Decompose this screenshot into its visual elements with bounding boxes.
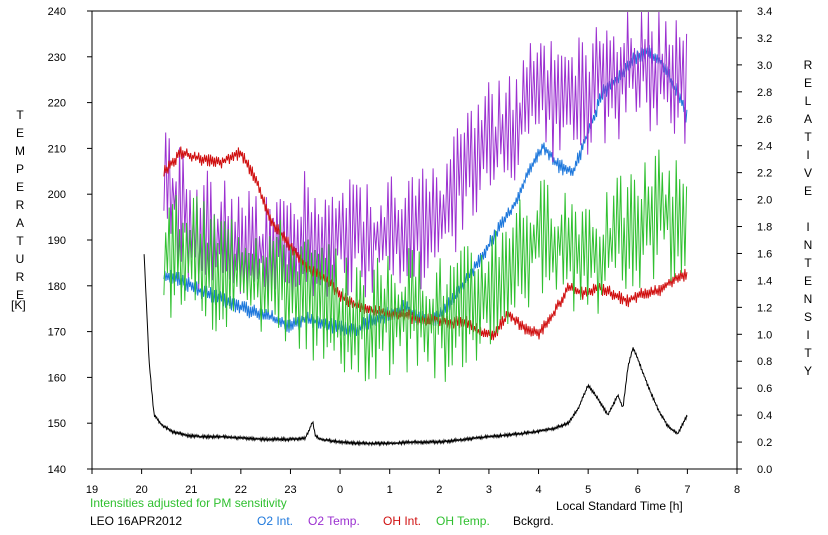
right-axis-title-letter: E [803, 184, 812, 198]
right-tick-label: 1.2 [757, 302, 772, 314]
left-axis-unit: [K] [11, 298, 26, 312]
right-axis-title-letter: I [806, 148, 810, 162]
left-axis-title-letter: U [15, 252, 25, 266]
left-axis-title-letter: E [15, 126, 24, 140]
x-tick-label: 7 [684, 484, 690, 496]
left-tick-label: 160 [48, 372, 66, 384]
right-axis-title-letter: N [803, 292, 813, 306]
legend-entry: O2 Temp. [308, 514, 360, 528]
left-tick-label: 150 [48, 418, 66, 430]
x-tick-label: 3 [486, 484, 492, 496]
x-tick-label: 23 [284, 484, 296, 496]
left-axis-title-letter: R [15, 198, 25, 212]
left-tick-label: 240 [48, 6, 66, 18]
right-axis-title-letter: T [804, 256, 812, 270]
right-tick-label: 1.8 [757, 222, 772, 234]
right-axis-title-letter: I [806, 220, 810, 234]
left-axis-title-letter: E [15, 288, 24, 302]
series-line-o2-temp [163, 11, 688, 306]
station-label: LEO 16APR2012 [90, 514, 183, 528]
left-tick-label: 190 [48, 235, 66, 247]
left-tick-label: 140 [48, 464, 66, 476]
x-tick-label: 4 [535, 484, 541, 496]
right-axis-title-letter: E [803, 274, 812, 288]
right-tick-label: 0.0 [757, 464, 772, 476]
x-tick-label: 8 [734, 484, 740, 496]
right-tick-label: 0.8 [757, 356, 772, 368]
legend-entry: Bckgrd. [513, 514, 554, 528]
right-axis-title-letter: V [803, 166, 812, 180]
left-axis-title-letter: M [15, 144, 25, 158]
left-axis-title-letter: P [15, 162, 24, 176]
right-tick-label: 1.0 [757, 329, 772, 341]
legend-entry: OH Int. [383, 514, 422, 528]
x-tick-label: 21 [185, 484, 197, 496]
x-tick-label: 19 [86, 484, 98, 496]
right-axis-title-letter: N [803, 238, 813, 252]
right-tick-label: 1.6 [757, 248, 772, 260]
right-tick-label: 0.2 [757, 437, 772, 449]
left-axis-title-letter: R [15, 270, 25, 284]
x-tick-label: 1 [387, 484, 393, 496]
right-tick-label: 3.4 [757, 6, 772, 18]
right-tick-label: 2.4 [757, 141, 772, 153]
right-tick-label: 0.4 [757, 410, 772, 422]
left-axis-title-letter: E [15, 180, 24, 194]
right-tick-label: 0.6 [757, 383, 772, 395]
left-tick-label: 230 [48, 52, 66, 64]
right-axis-title-letter: R [803, 58, 813, 72]
right-axis-title-letter: E [803, 76, 812, 90]
right-tick-label: 2.6 [757, 114, 772, 126]
right-tick-label: 3.0 [757, 60, 772, 72]
right-axis-title-letter: I [806, 328, 810, 342]
right-tick-label: 2.0 [757, 195, 772, 207]
x-tick-label: 20 [135, 484, 147, 496]
x-tick-label: 6 [635, 484, 641, 496]
right-axis-title-letter [800, 200, 816, 218]
x-tick-label: 2 [436, 484, 442, 496]
series-line-bckgrd [143, 254, 688, 447]
legend-entry: O2 Int. [257, 514, 294, 528]
x-axis-title: Local Standard Time [h] [556, 499, 683, 513]
right-tick-label: 2.8 [757, 87, 772, 99]
right-axis-title-letter: Y [803, 364, 812, 378]
right-tick-label: 2.2 [757, 168, 772, 180]
left-tick-label: 180 [48, 281, 66, 293]
left-axis-title-letter: T [16, 108, 24, 122]
left-tick-label: 170 [48, 327, 66, 339]
left-tick-label: 220 [48, 98, 66, 110]
x-tick-label: 5 [585, 484, 591, 496]
sensitivity-note: Intensities adjusted for PM sensitivity [90, 496, 287, 510]
right-axis-title-letter: S [803, 310, 812, 324]
right-tick-label: 1.4 [757, 275, 772, 287]
right-axis-title-letter: T [804, 130, 812, 144]
left-axis-title-letter: T [16, 234, 24, 248]
series-line-oh-temp [163, 149, 688, 382]
left-axis-title-letter: A [15, 216, 24, 230]
left-tick-label: 200 [48, 189, 66, 201]
right-axis-title-letter: A [803, 112, 812, 126]
legend-entry: OH Temp. [436, 514, 490, 528]
x-tick-label: 0 [337, 484, 343, 496]
right-axis-title-letter: T [804, 346, 812, 360]
left-tick-label: 210 [48, 143, 66, 155]
x-tick-label: 22 [235, 484, 247, 496]
right-axis-title-letter: L [804, 94, 812, 108]
right-tick-label: 3.2 [757, 33, 772, 45]
